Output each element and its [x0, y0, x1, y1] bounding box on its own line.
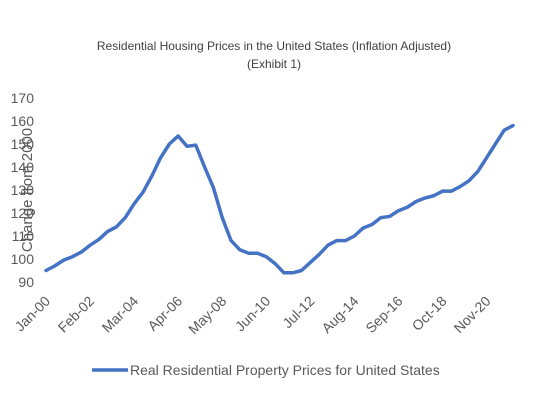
chart-subtitle: (Exhibit 1) [247, 57, 301, 71]
y-axis-title: Change from 2000 [19, 128, 36, 252]
y-tick-label: 90 [18, 274, 34, 290]
y-tick-label: 130 [11, 182, 35, 198]
x-tick-label: Jun-10 [232, 293, 274, 335]
x-tick-label: May-08 [185, 293, 229, 337]
y-tick-label: 160 [11, 113, 35, 129]
chart-title: Residential Housing Prices in the United… [97, 39, 451, 53]
y-tick-label: 100 [11, 251, 35, 267]
x-tick-label: Oct-18 [409, 293, 450, 334]
x-tick-label: Aug-14 [318, 293, 361, 336]
y-tick-label: 120 [11, 205, 35, 221]
x-tick-label: Sep-16 [362, 293, 405, 336]
legend-label: Real Residential Property Prices for Uni… [130, 362, 440, 378]
x-tick-label: Nov-20 [450, 293, 493, 336]
y-tick-label: 110 [12, 228, 35, 244]
y-tick-label: 170 [11, 90, 35, 106]
x-tick-label: Feb-02 [54, 293, 97, 336]
y-tick-label: 140 [11, 159, 35, 175]
x-tick-label: Apr-06 [144, 293, 185, 334]
x-tick-label: Mar-04 [99, 293, 142, 336]
x-tick-label: Jan-00 [12, 293, 54, 335]
x-tick-label: Jul-12 [279, 293, 317, 331]
y-tick-label: 150 [11, 136, 35, 152]
data-line [44, 123, 515, 275]
